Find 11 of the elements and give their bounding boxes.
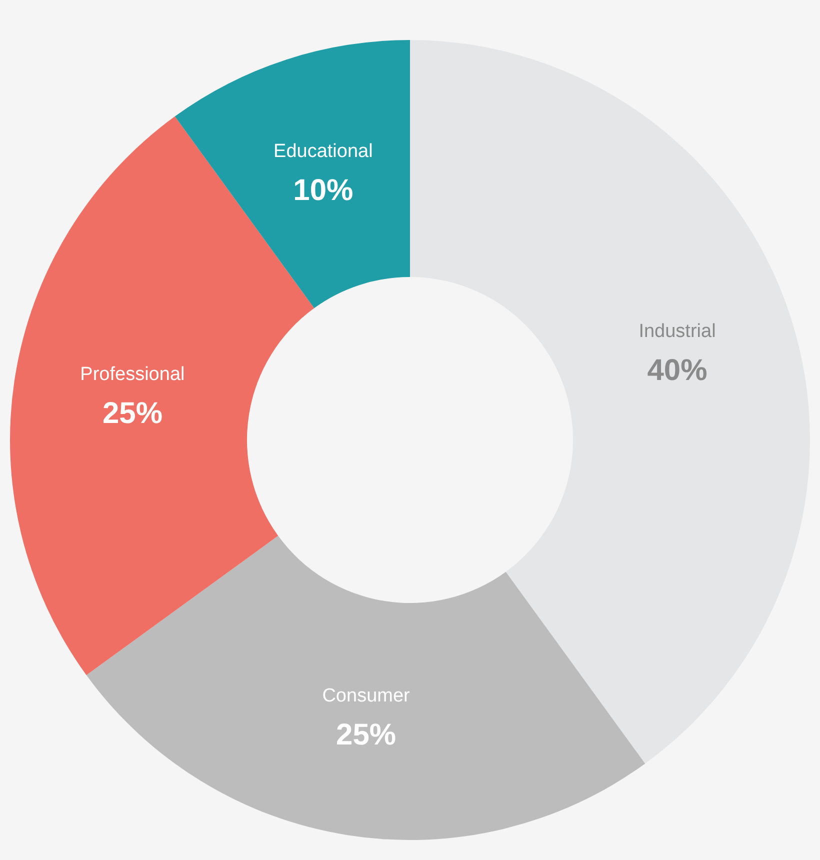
slice-label: Educational: [274, 140, 373, 162]
slice-label: Professional: [80, 364, 185, 386]
donut-slice: [174, 40, 410, 308]
data-label: 40%: [647, 354, 708, 388]
donut-slice: [410, 40, 810, 764]
donut-slice: [86, 536, 646, 840]
data-label: 25%: [336, 718, 396, 752]
slice-label: Consumer: [322, 686, 411, 707]
data-label: 25%: [102, 397, 162, 430]
slice-label: Industrial: [638, 321, 716, 342]
data-label: 10%: [293, 174, 354, 207]
